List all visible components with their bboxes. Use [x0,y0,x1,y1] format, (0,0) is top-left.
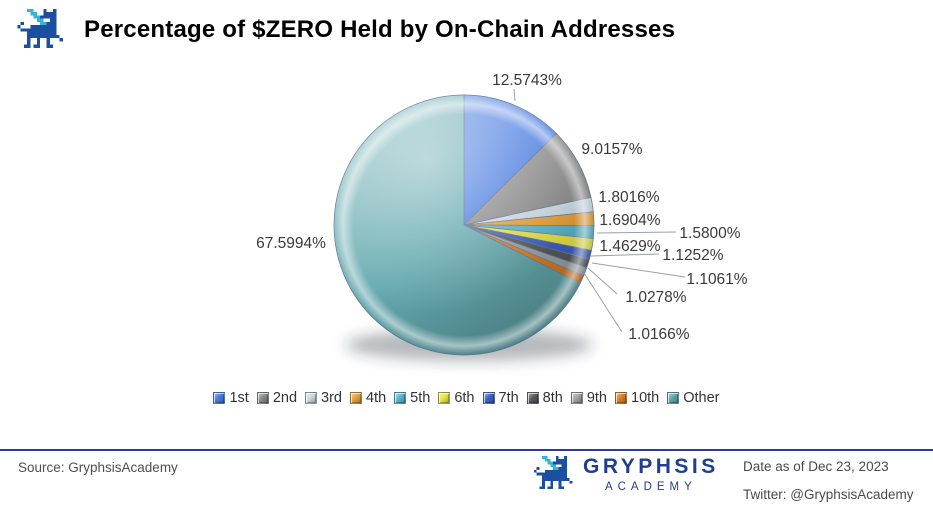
legend-swatch-9th [570,392,583,404]
data-label-1st: 12.5743% [492,72,562,89]
label-leader-8th [591,262,686,278]
legend-item-7th: 7th [482,390,519,406]
dragon-logo-icon [533,456,573,490]
data-label-4th: 1.6904% [599,212,660,229]
legend-item-9th: 9th [570,390,608,406]
source-label: Source: GryphsisAcademy [18,460,178,475]
legend-label-10th: 10th [631,390,660,406]
label-leader-10th [583,272,623,333]
legend-label-4th: 4th [365,390,387,406]
label-leader-9th [587,267,618,295]
data-label-6th: 1.4629% [599,238,660,255]
legend-label-8th: 8th [542,390,563,406]
data-label-7th: 1.1252% [662,247,723,264]
legend-label-5th: 5th [410,390,431,406]
legend-label-9th: 9th [586,390,608,406]
legend-item-10th: 10th [615,390,659,406]
legend-item-4th: 4th [349,390,387,406]
legend-swatch-4th [349,392,362,404]
legend-label-2nd: 2nd [272,390,298,406]
legend-item-8th: 8th [526,390,563,406]
date-label: Date as of Dec 23, 2023 [743,459,889,474]
legend-swatch-7th [482,392,495,404]
data-label-9th: 1.0278% [625,289,686,306]
footer: Source: GryphsisAcademy GRYPHSIS ACADEMY… [0,449,933,520]
legend-item-2nd: 2nd [256,390,298,406]
legend-label-6th: 6th [454,390,475,406]
data-label-10th: 1.0166% [628,326,689,343]
legend-swatch-6th [438,392,451,404]
label-leader-5th [596,231,677,234]
label-leader-1st [513,88,516,102]
legend-swatch-8th [526,392,539,404]
legend-label-1st: 1st [229,390,249,406]
legend-item-5th: 5th [394,390,430,406]
legend-swatch-other [667,392,680,404]
label-leader-7th [590,253,660,257]
legend-label-7th: 7th [498,390,519,406]
legend-swatch-1st [213,392,226,404]
legend-swatch-5th [394,392,407,404]
legend-item-3rd: 3rd [305,390,342,406]
legend-item-6th: 6th [438,390,475,406]
legend-swatch-2nd [256,392,269,404]
data-label-other: 67.5994% [256,235,326,252]
brand-block: GRYPHSIS ACADEMY [531,454,719,494]
brand-subtitle: ACADEMY [604,480,697,493]
chart-legend: 1st 2nd 3rd 4th 5th 6th 7th 8th 9th 10th Other [0,390,933,406]
data-label-5th: 1.5800% [679,225,740,242]
legend-swatch-10th [615,392,628,404]
data-label-8th: 1.1061% [686,271,747,288]
data-label-3rd: 1.8016% [598,189,659,206]
brand-name: GRYPHSIS [583,455,719,479]
twitter-label: Twitter: @GryphsisAcademy [743,487,914,502]
page-title: Percentage of $ZERO Held by On-Chain Add… [84,16,676,43]
footer-meta: Date as of Dec 23, 2023 Twitter: @Gryphs… [743,459,914,502]
data-label-2nd: 9.0157% [581,141,642,158]
legend-item-other: Other [667,390,720,406]
legend-swatch-3rd [305,392,318,404]
pie-chart: 12.5743% 9.0157% 1.8016% 1.6904% 1.5800% 1.46… [256,72,748,361]
legend-label-3rd: 3rd [321,390,342,406]
legend-label-other: Other [683,390,720,406]
dragon-logo-icon [17,8,63,48]
legend-item-1st: 1st [213,390,249,406]
